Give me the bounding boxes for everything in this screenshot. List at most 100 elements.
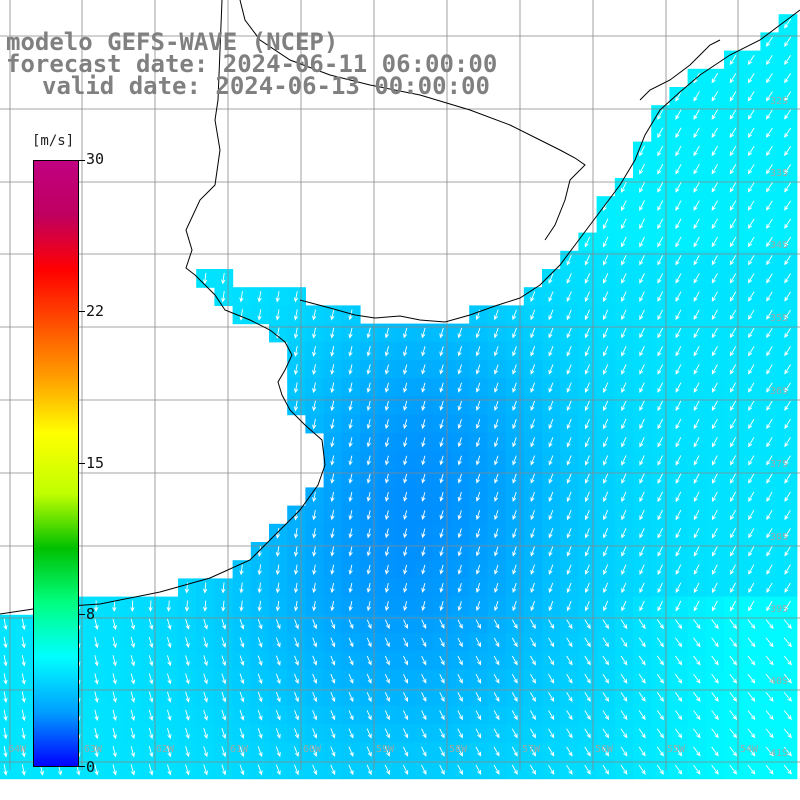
wind-arrow (639, 291, 645, 302)
wind-arrow (675, 163, 682, 175)
wind-arrow (639, 546, 645, 557)
wind-arrow (747, 655, 756, 666)
wind-arrow (203, 746, 208, 758)
wind-arrow (657, 309, 664, 321)
wind-arrow (475, 473, 481, 484)
wind-arrow (766, 455, 773, 466)
wind-arrow (783, 746, 792, 757)
wind-arrow (548, 692, 555, 702)
wind-arrow (94, 746, 99, 758)
wind-arrow (21, 709, 26, 722)
wind-arrow (711, 764, 719, 775)
wind-arrow (439, 492, 444, 502)
wind-arrow (529, 746, 536, 757)
wind-arrow (402, 746, 409, 757)
wind-arrow (348, 382, 353, 394)
wind-arrow (148, 709, 154, 721)
wind-arrow (348, 564, 353, 575)
wind-arrow (638, 746, 646, 757)
wind-arrow (548, 291, 554, 303)
wind-arrow (185, 727, 190, 740)
wind-arrow (112, 746, 117, 758)
wind-arrow (783, 619, 792, 629)
wind-arrow (693, 200, 700, 211)
wind-arrow (784, 145, 792, 157)
wind-arrow (584, 254, 591, 266)
wind-arrow (475, 327, 481, 339)
wind-arrow (766, 418, 773, 430)
wind-arrow (620, 764, 628, 775)
wind-arrow (203, 618, 208, 630)
wind-arrow (439, 546, 444, 557)
wind-arrow (766, 509, 773, 521)
wind-arrow (366, 728, 372, 739)
wind-arrow (747, 218, 755, 229)
wind-arrow (275, 764, 281, 776)
wind-arrow (621, 382, 627, 393)
wind-arrow (783, 692, 792, 702)
wind-arrow (766, 218, 773, 229)
wind-arrow (366, 364, 371, 375)
wind-arrow (584, 455, 590, 466)
wind-arrow (584, 437, 590, 448)
wind-arrow (384, 327, 390, 339)
wind-arrow (312, 418, 317, 430)
wind-arrow (603, 400, 609, 412)
wind-arrow (711, 382, 718, 393)
wind-arrow (312, 528, 317, 539)
wind-arrow (784, 473, 791, 484)
wind-arrow (439, 601, 444, 612)
lat-label: 35S (770, 313, 789, 324)
wind-arrow (457, 419, 462, 430)
wind-arrow (384, 346, 390, 357)
wind-arrow (693, 746, 701, 757)
wind-arrow (330, 637, 336, 648)
wind-arrow (675, 437, 682, 448)
wind-arrow (275, 637, 281, 648)
wind-arrow (638, 673, 646, 684)
wind-arrow (784, 382, 791, 393)
wind-arrow (239, 709, 245, 721)
wind-arrow (548, 382, 554, 393)
wind-arrow (221, 618, 227, 630)
wind-arrow (548, 564, 554, 575)
wind-arrow (621, 309, 627, 321)
wind-arrow (3, 636, 8, 649)
wind-arrow (475, 601, 481, 612)
wind-arrow (766, 182, 773, 193)
wind-arrow (566, 582, 572, 594)
wind-arrow (748, 455, 755, 466)
wind-arrow (766, 473, 773, 484)
title-valid-date: valid date: 2024-06-13 00:00:00 (42, 72, 490, 100)
wind-arrow (348, 546, 353, 557)
wind-arrow (566, 655, 573, 666)
wind-arrow (548, 491, 554, 503)
wind-arrow (493, 673, 500, 684)
wind-arrow (221, 291, 226, 303)
wind-arrow (766, 600, 773, 612)
wind-arrow (167, 673, 172, 685)
wind-arrow (384, 437, 390, 448)
wind-arrow (548, 746, 555, 757)
wind-arrow (403, 655, 408, 666)
wind-arrow (784, 18, 792, 29)
wind-arrow (657, 182, 664, 193)
wind-arrow (602, 710, 610, 721)
wind-arrow (457, 510, 462, 521)
wind-arrow (711, 746, 719, 757)
wind-arrow (729, 91, 737, 102)
wind-arrow (257, 600, 262, 612)
wind-arrow (330, 510, 335, 521)
wind-arrow (584, 764, 591, 775)
colorbar-tick-22: 22 (86, 302, 105, 320)
wind-arrow (729, 309, 737, 320)
wind-arrow (784, 127, 792, 138)
wind-arrow (512, 546, 517, 557)
wind-arrow (548, 619, 555, 630)
lon-label: 63W (84, 744, 103, 755)
wind-arrow (602, 309, 609, 321)
wind-arrow (148, 746, 154, 758)
wind-arrow (330, 601, 335, 612)
wind-arrow (293, 345, 299, 357)
wind-arrow (275, 564, 281, 576)
